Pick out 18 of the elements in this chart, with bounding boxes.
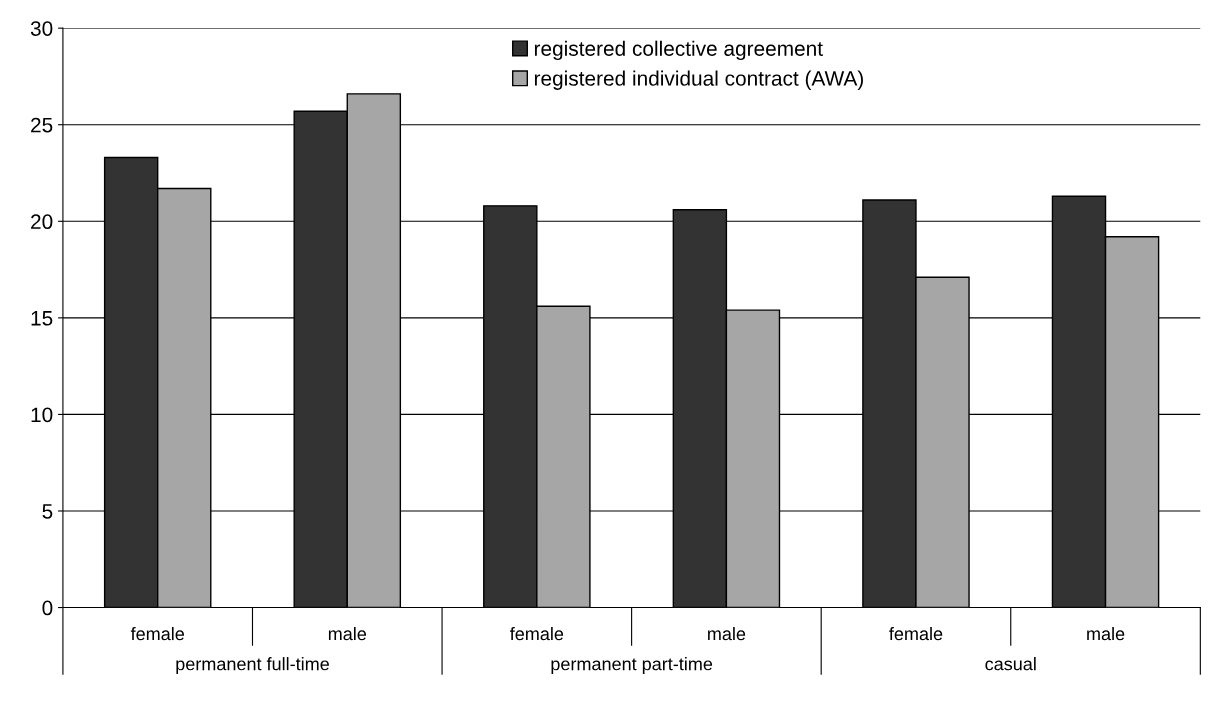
y-tick-label: 20 <box>31 214 53 230</box>
y-tick-label: 5 <box>42 504 53 519</box>
x-tick-label: female <box>889 627 943 641</box>
text: casual <box>985 657 1036 671</box>
y-tick-label: 15 <box>31 311 53 326</box>
y-tick-label: 0 <box>42 600 53 616</box>
text: permanent full-time <box>176 657 329 674</box>
text: permanent part-time <box>551 657 713 674</box>
x-tick-label: male <box>708 627 746 641</box>
legend-label: registered individual contract (AWA) <box>534 70 863 90</box>
legend-label: registered collective agreement <box>534 40 823 61</box>
x-tick-label: male <box>1087 627 1125 641</box>
x-tick-label: female <box>510 627 564 641</box>
x-tick-label: female <box>130 627 184 641</box>
x-tick-label: male <box>328 627 367 641</box>
y-tick-label: 25 <box>31 117 53 133</box>
y-tick-label: 30 <box>30 21 53 36</box>
y-tick-label: 10 <box>31 407 53 423</box>
